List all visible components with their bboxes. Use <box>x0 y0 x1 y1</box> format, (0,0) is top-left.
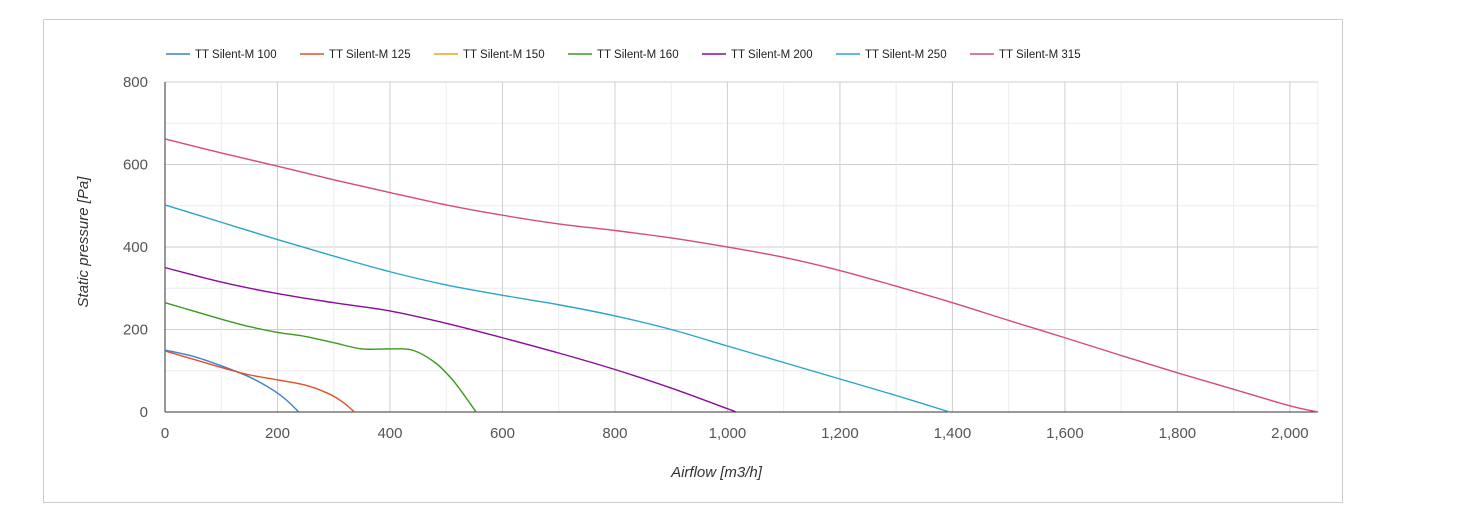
x-tick-label: 200 <box>265 425 290 442</box>
legend-label: TT Silent-M 250 <box>865 49 947 61</box>
legend-item[interactable]: TT Silent-M 160 <box>568 49 679 61</box>
x-tick-label: 2,000 <box>1271 425 1309 442</box>
x-tick-label: 1,200 <box>821 425 859 442</box>
x-tick-label: 0 <box>161 425 169 442</box>
y-axis-title: Static pressure [Pa] <box>75 176 92 308</box>
series-line-7[interactable] <box>164 138 1319 413</box>
x-tick-label: 1,800 <box>1159 425 1197 442</box>
x-tick-label: 800 <box>602 425 627 442</box>
y-tick-label: 400 <box>123 239 148 256</box>
series-line-5[interactable] <box>164 266 737 413</box>
legend-item[interactable]: TT Silent-M 125 <box>300 49 411 61</box>
legend-item[interactable]: TT Silent-M 315 <box>970 49 1081 61</box>
y-tick-label: 800 <box>123 74 148 91</box>
legend-label: TT Silent-M 160 <box>597 49 679 61</box>
legend: TT Silent-M 100 TT Silent-M 125 TT Silent-… <box>166 49 1081 61</box>
legend-item[interactable]: TT Silent-M 150 <box>434 49 545 61</box>
series-lines <box>164 138 1319 413</box>
axes: 0 200 400 600 800 0 200 400 600 800 1,000 1,200 1,40… <box>123 74 1318 442</box>
legend-label: TT Silent-M 100 <box>195 49 277 61</box>
y-tick-label: 200 <box>123 322 148 339</box>
legend-label: TT Silent-M 150 <box>463 49 545 61</box>
legend-label: TT Silent-M 315 <box>999 49 1081 61</box>
legend-item[interactable]: TT Silent-M 250 <box>836 49 947 61</box>
x-tick-label: 1,600 <box>1046 425 1084 442</box>
legend-label: TT Silent-M 125 <box>329 49 411 61</box>
y-tick-label: 600 <box>123 157 148 174</box>
x-tick-label: 600 <box>490 425 515 442</box>
legend-item[interactable]: TT Silent-M 200 <box>702 49 813 61</box>
series-line-1[interactable] <box>164 349 300 413</box>
y-tick-label: 0 <box>140 404 148 421</box>
series-line-2[interactable] <box>164 350 355 413</box>
grid <box>164 81 1319 413</box>
x-tick-label: 1,000 <box>709 425 747 442</box>
series-line-4[interactable] <box>164 302 477 413</box>
chart-container: 0 200 400 600 800 0 200 400 600 800 1,000 1,200 1,40… <box>43 19 1343 503</box>
x-tick-label: 1,400 <box>934 425 972 442</box>
line-chart: 0 200 400 600 800 0 200 400 600 800 1,000 1,200 1,40… <box>75 49 1319 481</box>
x-axis-title: Airflow [m3/h] <box>670 464 763 481</box>
legend-item[interactable]: TT Silent-M 100 <box>166 49 277 61</box>
series-line-6[interactable] <box>164 204 950 413</box>
x-tick-label: 400 <box>377 425 402 442</box>
legend-label: TT Silent-M 200 <box>731 49 813 61</box>
